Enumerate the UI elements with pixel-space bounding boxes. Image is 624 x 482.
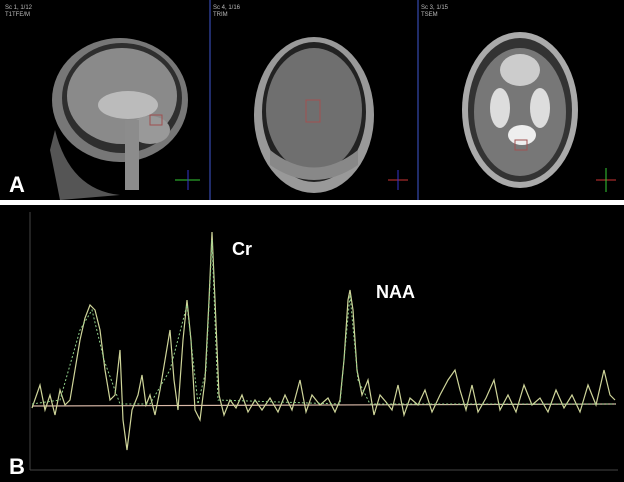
panel-b-background [0, 205, 624, 482]
spectrum-trace [31, 231, 616, 451]
peak-label: Cr [232, 239, 252, 259]
view-sequence: TRIM [213, 12, 228, 18]
view-series: Sc 1, 1/12 [5, 5, 33, 11]
view-series: Sc 4, 1/16 [213, 5, 241, 11]
peak-label: NAA [376, 282, 415, 302]
axial-mri [462, 32, 616, 192]
spectrum-fit [31, 239, 615, 405]
panel-label: A [9, 172, 25, 197]
coronal-mri [254, 37, 408, 193]
view-sequence: T1TFE/M [5, 12, 30, 18]
panel-label: B [9, 454, 25, 479]
view-sequence: TSEM [421, 12, 438, 18]
sagittal-mri [50, 38, 200, 200]
view-series: Sc 3, 1/15 [421, 5, 449, 11]
